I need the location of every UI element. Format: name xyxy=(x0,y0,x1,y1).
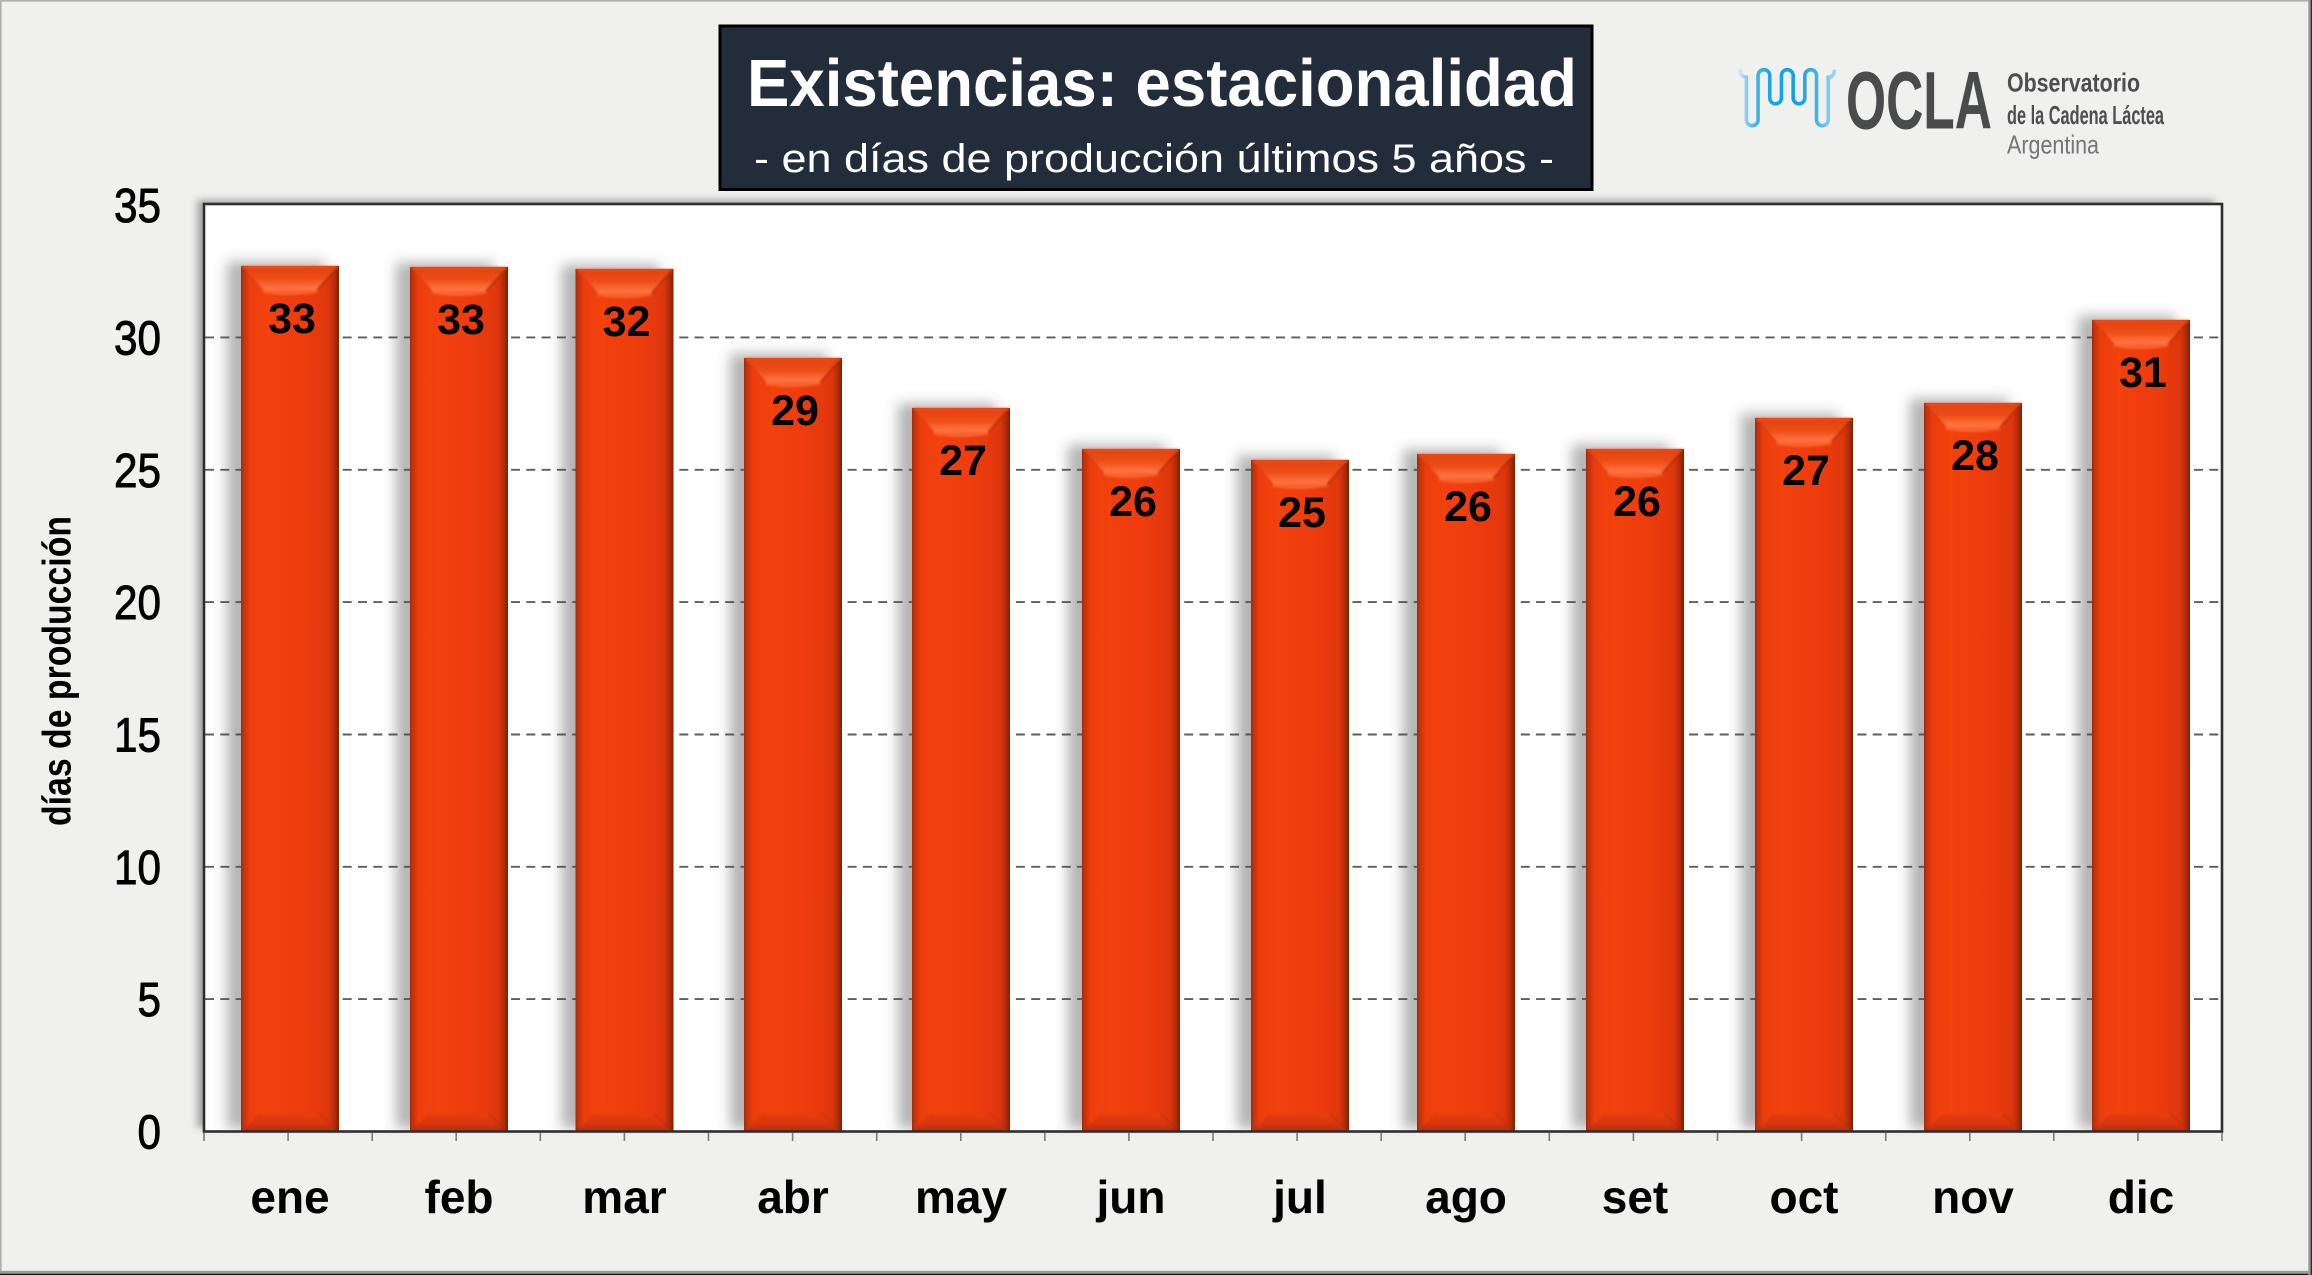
svg-text:10: 10 xyxy=(114,842,161,895)
svg-text:- en días de producción último: - en días de producción últimos 5 años - xyxy=(754,137,1554,181)
svg-text:ago: ago xyxy=(1425,1171,1507,1223)
svg-text:mar: mar xyxy=(582,1171,666,1223)
svg-text:33: 33 xyxy=(268,295,316,343)
svg-text:de la Cadena Láctea: de la Cadena Láctea xyxy=(2007,100,2164,130)
svg-text:ene: ene xyxy=(250,1171,329,1223)
svg-text:abr: abr xyxy=(757,1171,829,1223)
svg-text:25: 25 xyxy=(114,445,161,498)
svg-text:Existencias: estacionalidad: Existencias: estacionalidad xyxy=(747,46,1577,121)
svg-text:may: may xyxy=(915,1171,1007,1223)
svg-text:Observatorio: Observatorio xyxy=(2007,68,2140,98)
svg-text:31: 31 xyxy=(2119,349,2167,397)
svg-text:30: 30 xyxy=(114,312,161,365)
svg-text:jul: jul xyxy=(1272,1171,1327,1223)
svg-text:27: 27 xyxy=(1782,447,1830,495)
svg-text:feb: feb xyxy=(425,1171,494,1223)
svg-text:26: 26 xyxy=(1109,478,1157,526)
svg-text:32: 32 xyxy=(603,298,651,346)
svg-text:35: 35 xyxy=(114,180,161,233)
svg-text:27: 27 xyxy=(939,437,987,485)
svg-text:dic: dic xyxy=(2108,1171,2174,1223)
svg-text:set: set xyxy=(1602,1171,1668,1223)
svg-text:oct: oct xyxy=(1770,1171,1839,1223)
svg-text:Argentina: Argentina xyxy=(2007,130,2099,160)
svg-text:29: 29 xyxy=(771,387,819,435)
svg-text:28: 28 xyxy=(1951,432,1999,480)
svg-text:5: 5 xyxy=(138,974,162,1027)
svg-text:26: 26 xyxy=(1613,478,1661,526)
svg-text:nov: nov xyxy=(1932,1171,2014,1223)
svg-text:jun: jun xyxy=(1096,1171,1166,1223)
svg-text:0: 0 xyxy=(138,1107,162,1160)
svg-text:33: 33 xyxy=(437,296,485,344)
svg-text:15: 15 xyxy=(114,710,161,763)
svg-text:26: 26 xyxy=(1444,483,1492,531)
svg-text:días de producción: días de producción xyxy=(36,516,80,826)
svg-text:OCLA: OCLA xyxy=(1846,56,1992,147)
svg-text:20: 20 xyxy=(114,577,161,630)
svg-text:25: 25 xyxy=(1278,489,1326,537)
